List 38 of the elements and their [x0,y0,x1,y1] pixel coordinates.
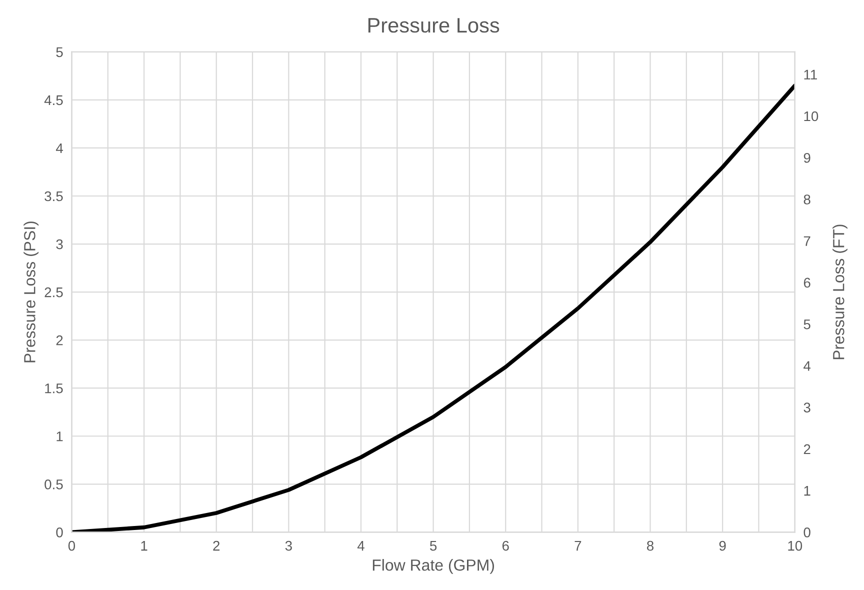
x-tick-label: 3 [285,540,292,551]
x-tick-label: 7 [574,541,582,551]
y2-tick-label: 8 [804,194,810,204]
y-tick-label: 3 [56,239,63,250]
y-tick-label: 0 [56,528,63,538]
y-axis-title: Pressure Loss (PSI) [24,222,39,362]
y-tick-label: 5 [56,47,63,58]
y2-tick-label: 7 [804,236,810,246]
y-tick-label: 4 [56,143,63,154]
x-tick-label: 6 [502,540,509,551]
y2-axis-title: Pressure Loss (FT) [832,224,848,360]
y-tick-label: 2 [56,335,63,346]
y2-tick-label: 3 [804,402,810,412]
y2-tick-label: 4 [804,361,811,371]
x-tick-label: 4 [357,541,364,551]
y2-tick-label: 10 [804,111,818,122]
x-tick-label: 8 [646,540,654,551]
x-tick-label: 2 [213,540,220,551]
y-tick-label: 1.5 [45,384,63,394]
y-tick-label: 0.5 [44,479,63,490]
y2-tick-label: 9 [804,152,810,163]
x-tick-label: 10 [788,540,802,551]
y2-tick-label: 2 [804,444,810,454]
chart-title: Pressure Loss [368,18,500,33]
y2-tick-label: 1 [804,486,810,496]
y2-tick-label: 0 [804,528,810,538]
y-tick-label: 3.5 [44,191,63,202]
x-tick-label: 1 [141,541,148,551]
x-tick-label: 5 [430,541,437,551]
x-tick-label: 9 [719,540,726,551]
y2-tick-label: 5 [804,320,810,330]
y2-tick-label: 11 [804,70,817,80]
y2-tick-label: 6 [804,278,810,288]
x-tick-label: 0 [68,540,76,551]
y-tick-label: 2.5 [44,287,63,298]
y-tick-label: 4.5 [44,95,63,106]
x-axis-title: Flow Rate (GPM) [372,559,494,574]
y-tick-label: 1 [56,432,63,442]
